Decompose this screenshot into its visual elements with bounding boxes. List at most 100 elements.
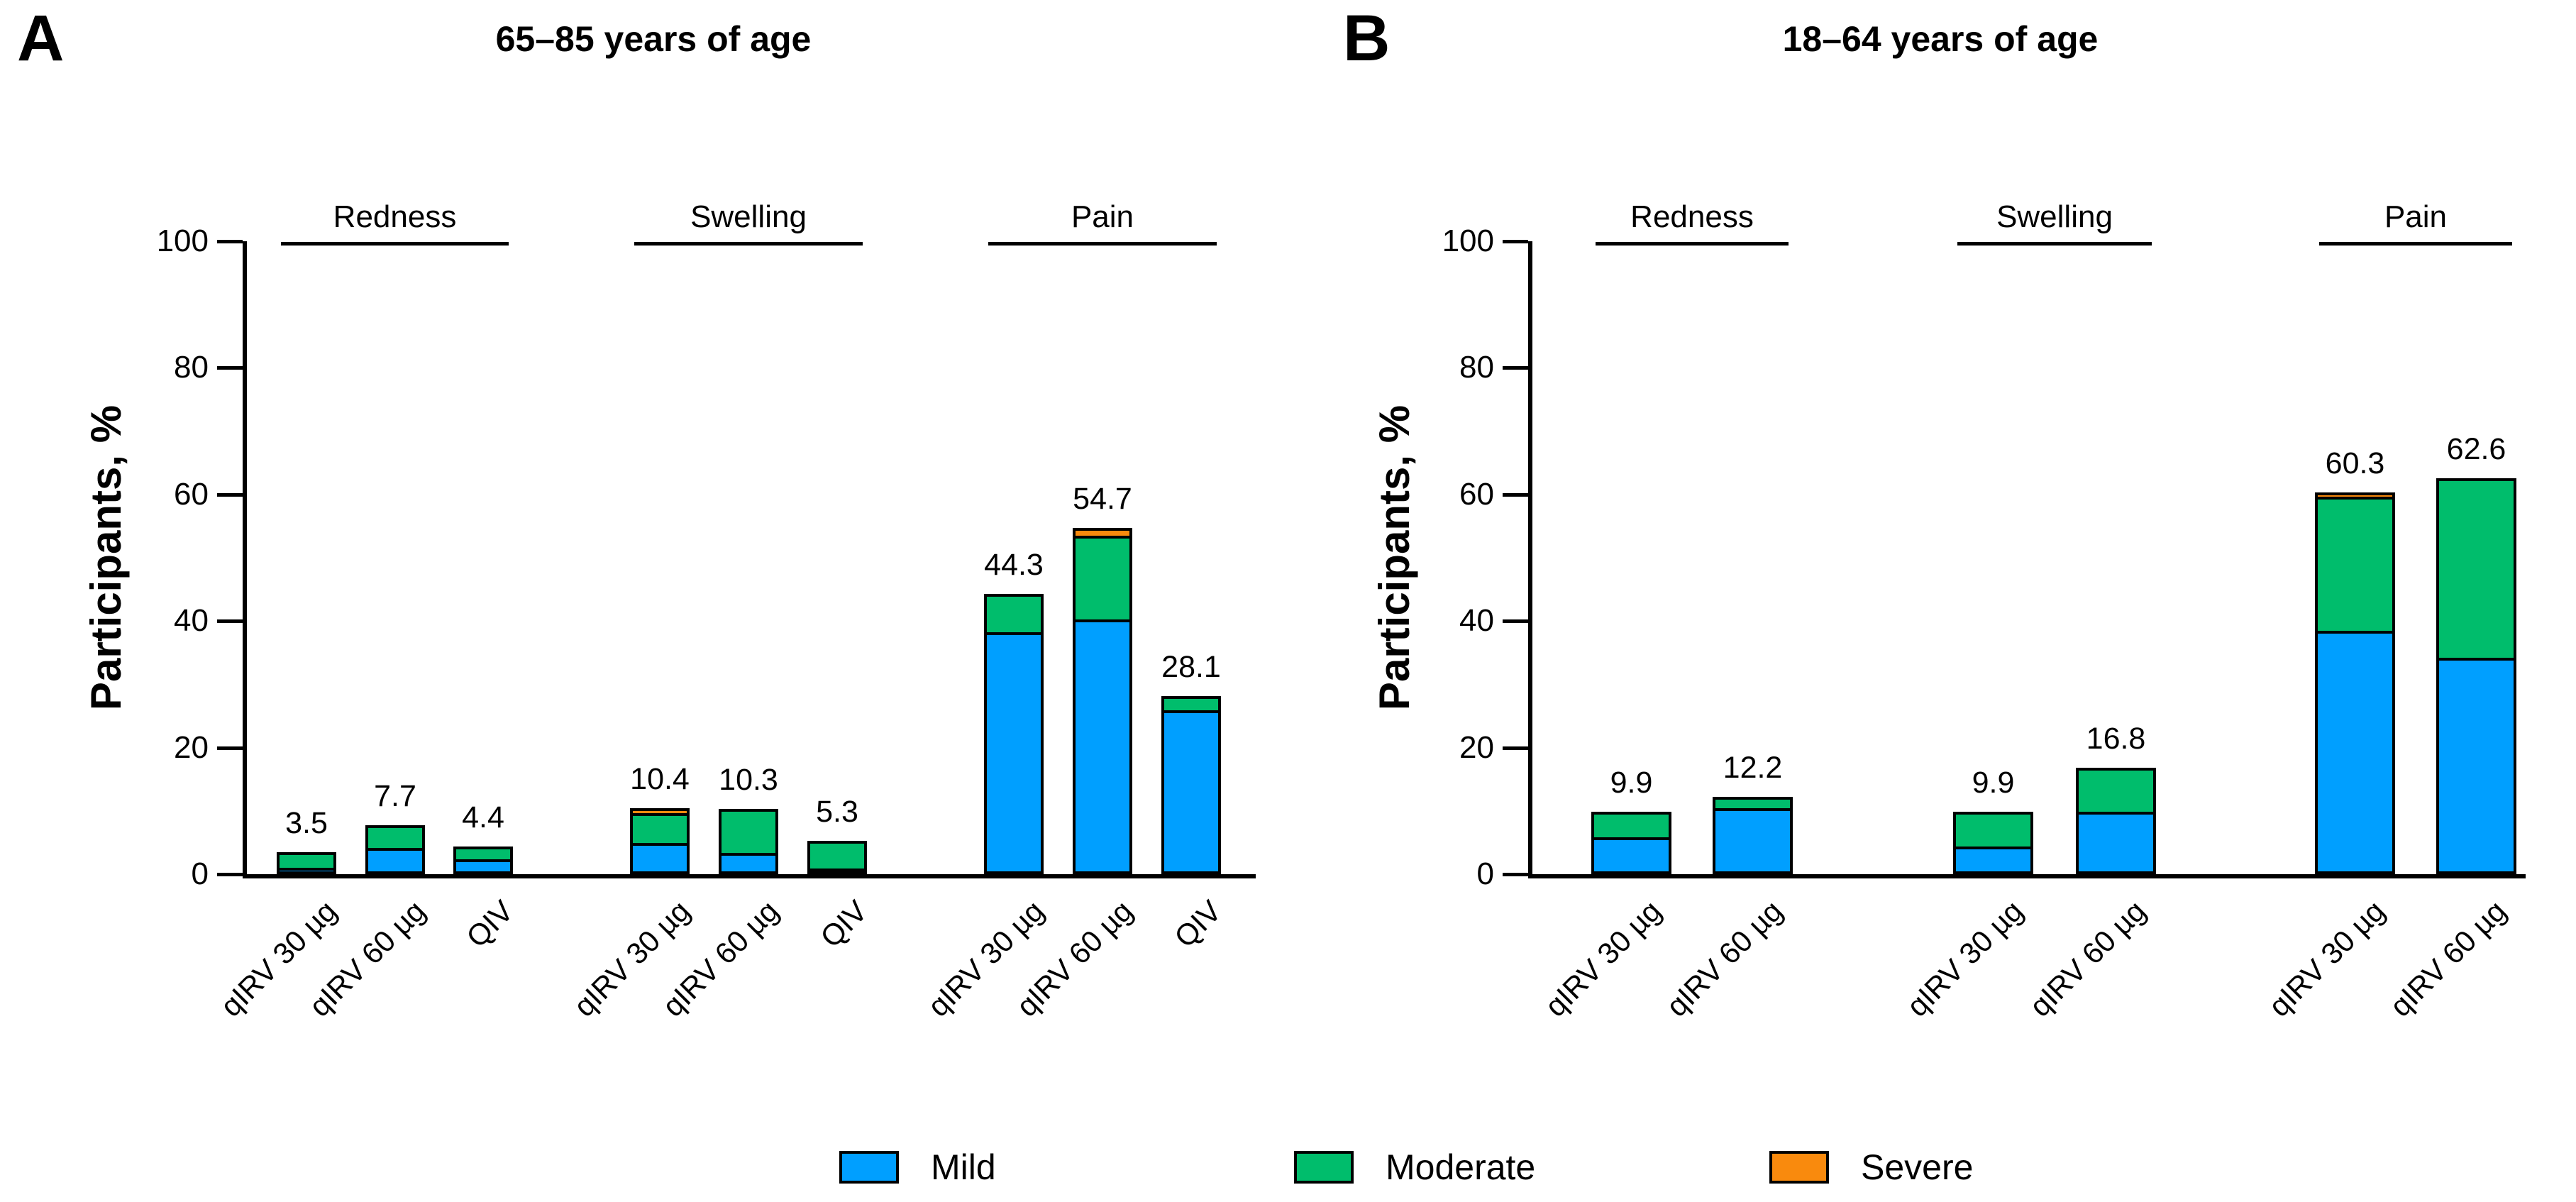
bar-segment-moderate (810, 844, 864, 870)
legend-item-mild: Mild (839, 1149, 996, 1185)
y-tick (217, 366, 243, 370)
stacked-bar (630, 808, 690, 874)
x-tick-label: qIRV 30 µg (1900, 893, 2030, 1023)
y-tick-label: 80 (1459, 350, 1494, 385)
group-underline (634, 242, 863, 246)
y-tick-label: 20 (1459, 729, 1494, 765)
stacked-bar (365, 825, 425, 874)
y-tick-label: 60 (174, 476, 209, 512)
bar-value-label: 60.3 (2325, 446, 2385, 480)
y-tick (1503, 366, 1528, 370)
group-label-redness: Redness (1630, 199, 1754, 234)
stacked-bar (453, 847, 513, 874)
bar-value-label: 7.7 (374, 779, 416, 813)
segment-divider (2318, 497, 2392, 500)
bar-segment-mild (987, 634, 1041, 871)
x-axis (1528, 874, 2526, 878)
group-underline (988, 242, 1217, 246)
bar-segment-moderate (1956, 815, 2030, 848)
segment-divider (1956, 846, 2030, 849)
stacked-bar (1953, 812, 2033, 874)
y-tick (1503, 240, 1528, 243)
stacked-bar (2315, 492, 2395, 874)
group-label-pain: Pain (2384, 199, 2448, 234)
bar-value-label: 54.7 (1073, 482, 1132, 516)
bar-segment-moderate (456, 849, 510, 861)
x-tick-label: qIRV 60 µg (1659, 893, 1789, 1023)
segment-divider (280, 868, 333, 871)
segment-divider (1594, 837, 1669, 840)
segment-divider (2318, 631, 2392, 634)
bar-segment-moderate (1594, 815, 1669, 839)
stacked-bar (1073, 528, 1132, 874)
stacked-bar (984, 594, 1044, 874)
stacked-bar (1161, 696, 1221, 874)
group-underline (2319, 242, 2512, 246)
panel-a-y-axis-label: Participants, % (82, 404, 130, 711)
segment-divider (2439, 658, 2514, 661)
legend-item-moderate: Moderate (1294, 1149, 1535, 1185)
group-label-swelling: Swelling (690, 199, 807, 234)
x-tick-label: QIV (813, 893, 874, 954)
segment-divider (633, 812, 687, 816)
x-tick-label: qIRV 30 µg (2262, 893, 2392, 1023)
legend-label-severe: Severe (1861, 1147, 1974, 1187)
y-axis (243, 241, 247, 878)
panel-b-letter: B (1343, 2, 1391, 75)
x-tick-label: QIV (459, 893, 520, 954)
bar-value-label: 16.8 (2086, 722, 2146, 756)
bar-value-label: 9.9 (1610, 766, 1653, 800)
bar-segment-mild (1076, 621, 1129, 871)
x-tick-label: qIRV 30 µg (1538, 893, 1668, 1023)
segment-divider (1076, 619, 1129, 623)
bar-segment-severe (1076, 531, 1129, 537)
bar-value-label: 28.1 (1161, 650, 1221, 684)
x-tick-label: qIRV 60 µg (2383, 893, 2513, 1023)
panel-a-letter: A (17, 2, 65, 75)
segment-divider (456, 859, 510, 862)
legend-swatch-mild (839, 1151, 899, 1184)
group-underline (1596, 242, 1789, 246)
y-tick (217, 492, 243, 497)
bar-segment-mild (1594, 838, 1669, 871)
y-tick (1503, 619, 1528, 624)
bar-value-label: 3.5 (285, 806, 328, 840)
bar-segment-moderate (1715, 800, 1790, 810)
group-label-swelling: Swelling (1996, 199, 2113, 234)
segment-divider (2079, 812, 2153, 815)
bar-segment-mild (722, 854, 775, 871)
stacked-bar (2436, 478, 2516, 874)
legend-label-mild: Mild (931, 1147, 996, 1187)
bar-value-label: 62.6 (2446, 432, 2506, 466)
bar-segment-mild (1715, 810, 1790, 871)
bar-segment-mild (456, 860, 510, 871)
stacked-bar (2076, 768, 2156, 874)
segment-divider (1715, 808, 1790, 812)
bar-segment-mild (1956, 847, 2030, 871)
y-tick (1503, 873, 1528, 876)
legend-swatch-severe (1769, 1151, 1829, 1184)
y-tick-label: 80 (174, 350, 209, 385)
panel-b-title: 18–64 years of age (1782, 19, 2099, 59)
bar-segment-moderate (2318, 498, 2392, 633)
bar-segment-moderate (987, 597, 1041, 634)
bar-segment-severe (633, 811, 687, 815)
y-tick-label: 100 (156, 224, 209, 258)
bar-value-label: 4.4 (462, 800, 504, 834)
legend-item-severe: Severe (1769, 1149, 1973, 1185)
bar-segment-mild (368, 849, 422, 871)
panel-b-y-axis-label: Participants, % (1371, 404, 1418, 711)
bar-value-label: 10.3 (719, 763, 778, 797)
bar-value-label: 10.4 (630, 762, 690, 796)
bar-segment-mild (1164, 712, 1218, 871)
legend-label-moderate: Moderate (1386, 1147, 1536, 1187)
bar-value-label: 9.9 (1972, 766, 2015, 800)
segment-divider (810, 868, 864, 871)
stacked-bar (719, 809, 778, 874)
segment-divider (987, 632, 1041, 636)
segment-divider (368, 848, 422, 851)
stacked-bar (277, 852, 336, 874)
bar-segment-moderate (2439, 481, 2514, 660)
y-tick-label: 0 (1476, 856, 1494, 891)
y-tick (217, 873, 243, 876)
